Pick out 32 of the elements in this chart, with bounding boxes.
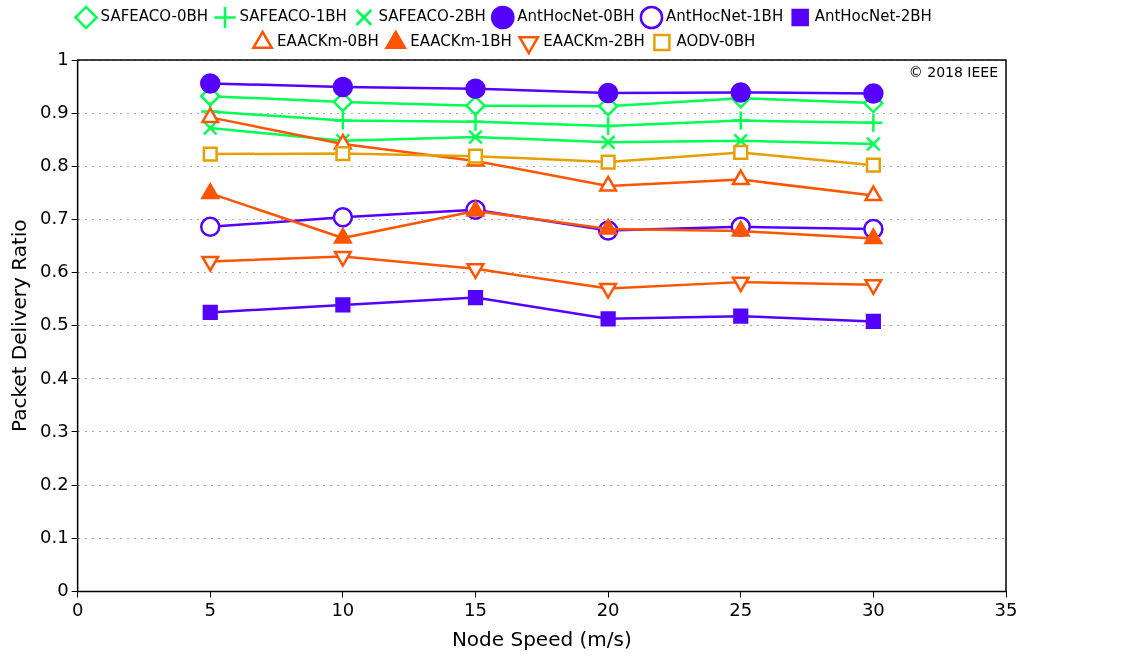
y-tick-label: 0.8 (39, 153, 69, 175)
y-tick-label: 0.5 (39, 313, 69, 335)
x-tick-label: 30 (861, 598, 885, 620)
y-tick-label: 0.4 (39, 366, 69, 388)
y-tick-label: 0.2 (39, 472, 69, 494)
x-axis-title: Node Speed (m/s) (451, 627, 632, 652)
legend-label: AntHocNet-2BH (814, 7, 932, 26)
x-tick-label: 10 (331, 598, 355, 620)
y-tick-label: 0.6 (39, 260, 69, 282)
legend-label: AODV-0BH (676, 32, 756, 51)
legend-label: SAFEACO-2BH (378, 7, 486, 26)
y-tick-label: 0.9 (39, 100, 69, 122)
y-tick-label: 0.1 (39, 525, 69, 547)
annotation: © 2018 IEEE (908, 63, 998, 80)
y-tick-label: 0.3 (39, 419, 69, 441)
x-tick-label: 25 (729, 598, 753, 620)
legend-label: EAACKm-2BH (543, 32, 645, 51)
x-tick-label: 15 (464, 598, 487, 620)
y-tick-label: 0 (57, 579, 69, 601)
legend-label: EAACKm-0BH (277, 32, 379, 51)
legend-label: AntHocNet-0BH (517, 7, 635, 26)
y-axis-title: Packet Delivery Ratio (7, 219, 32, 432)
x-tick-label: 20 (596, 598, 620, 620)
legend-label: EAACKm-1BH (410, 32, 512, 51)
x-tick-label: 35 (994, 598, 1018, 620)
y-tick-label: 1 (57, 47, 69, 69)
x-tick-label: 5 (204, 598, 216, 620)
legend-label: SAFEACO-1BH (239, 7, 347, 26)
x-tick-label: 0 (71, 598, 84, 620)
legend-label: AntHocNet-1BH (665, 7, 784, 26)
legend-label: SAFEACO-0BH (100, 7, 208, 26)
y-tick-label: 0.7 (39, 207, 69, 229)
